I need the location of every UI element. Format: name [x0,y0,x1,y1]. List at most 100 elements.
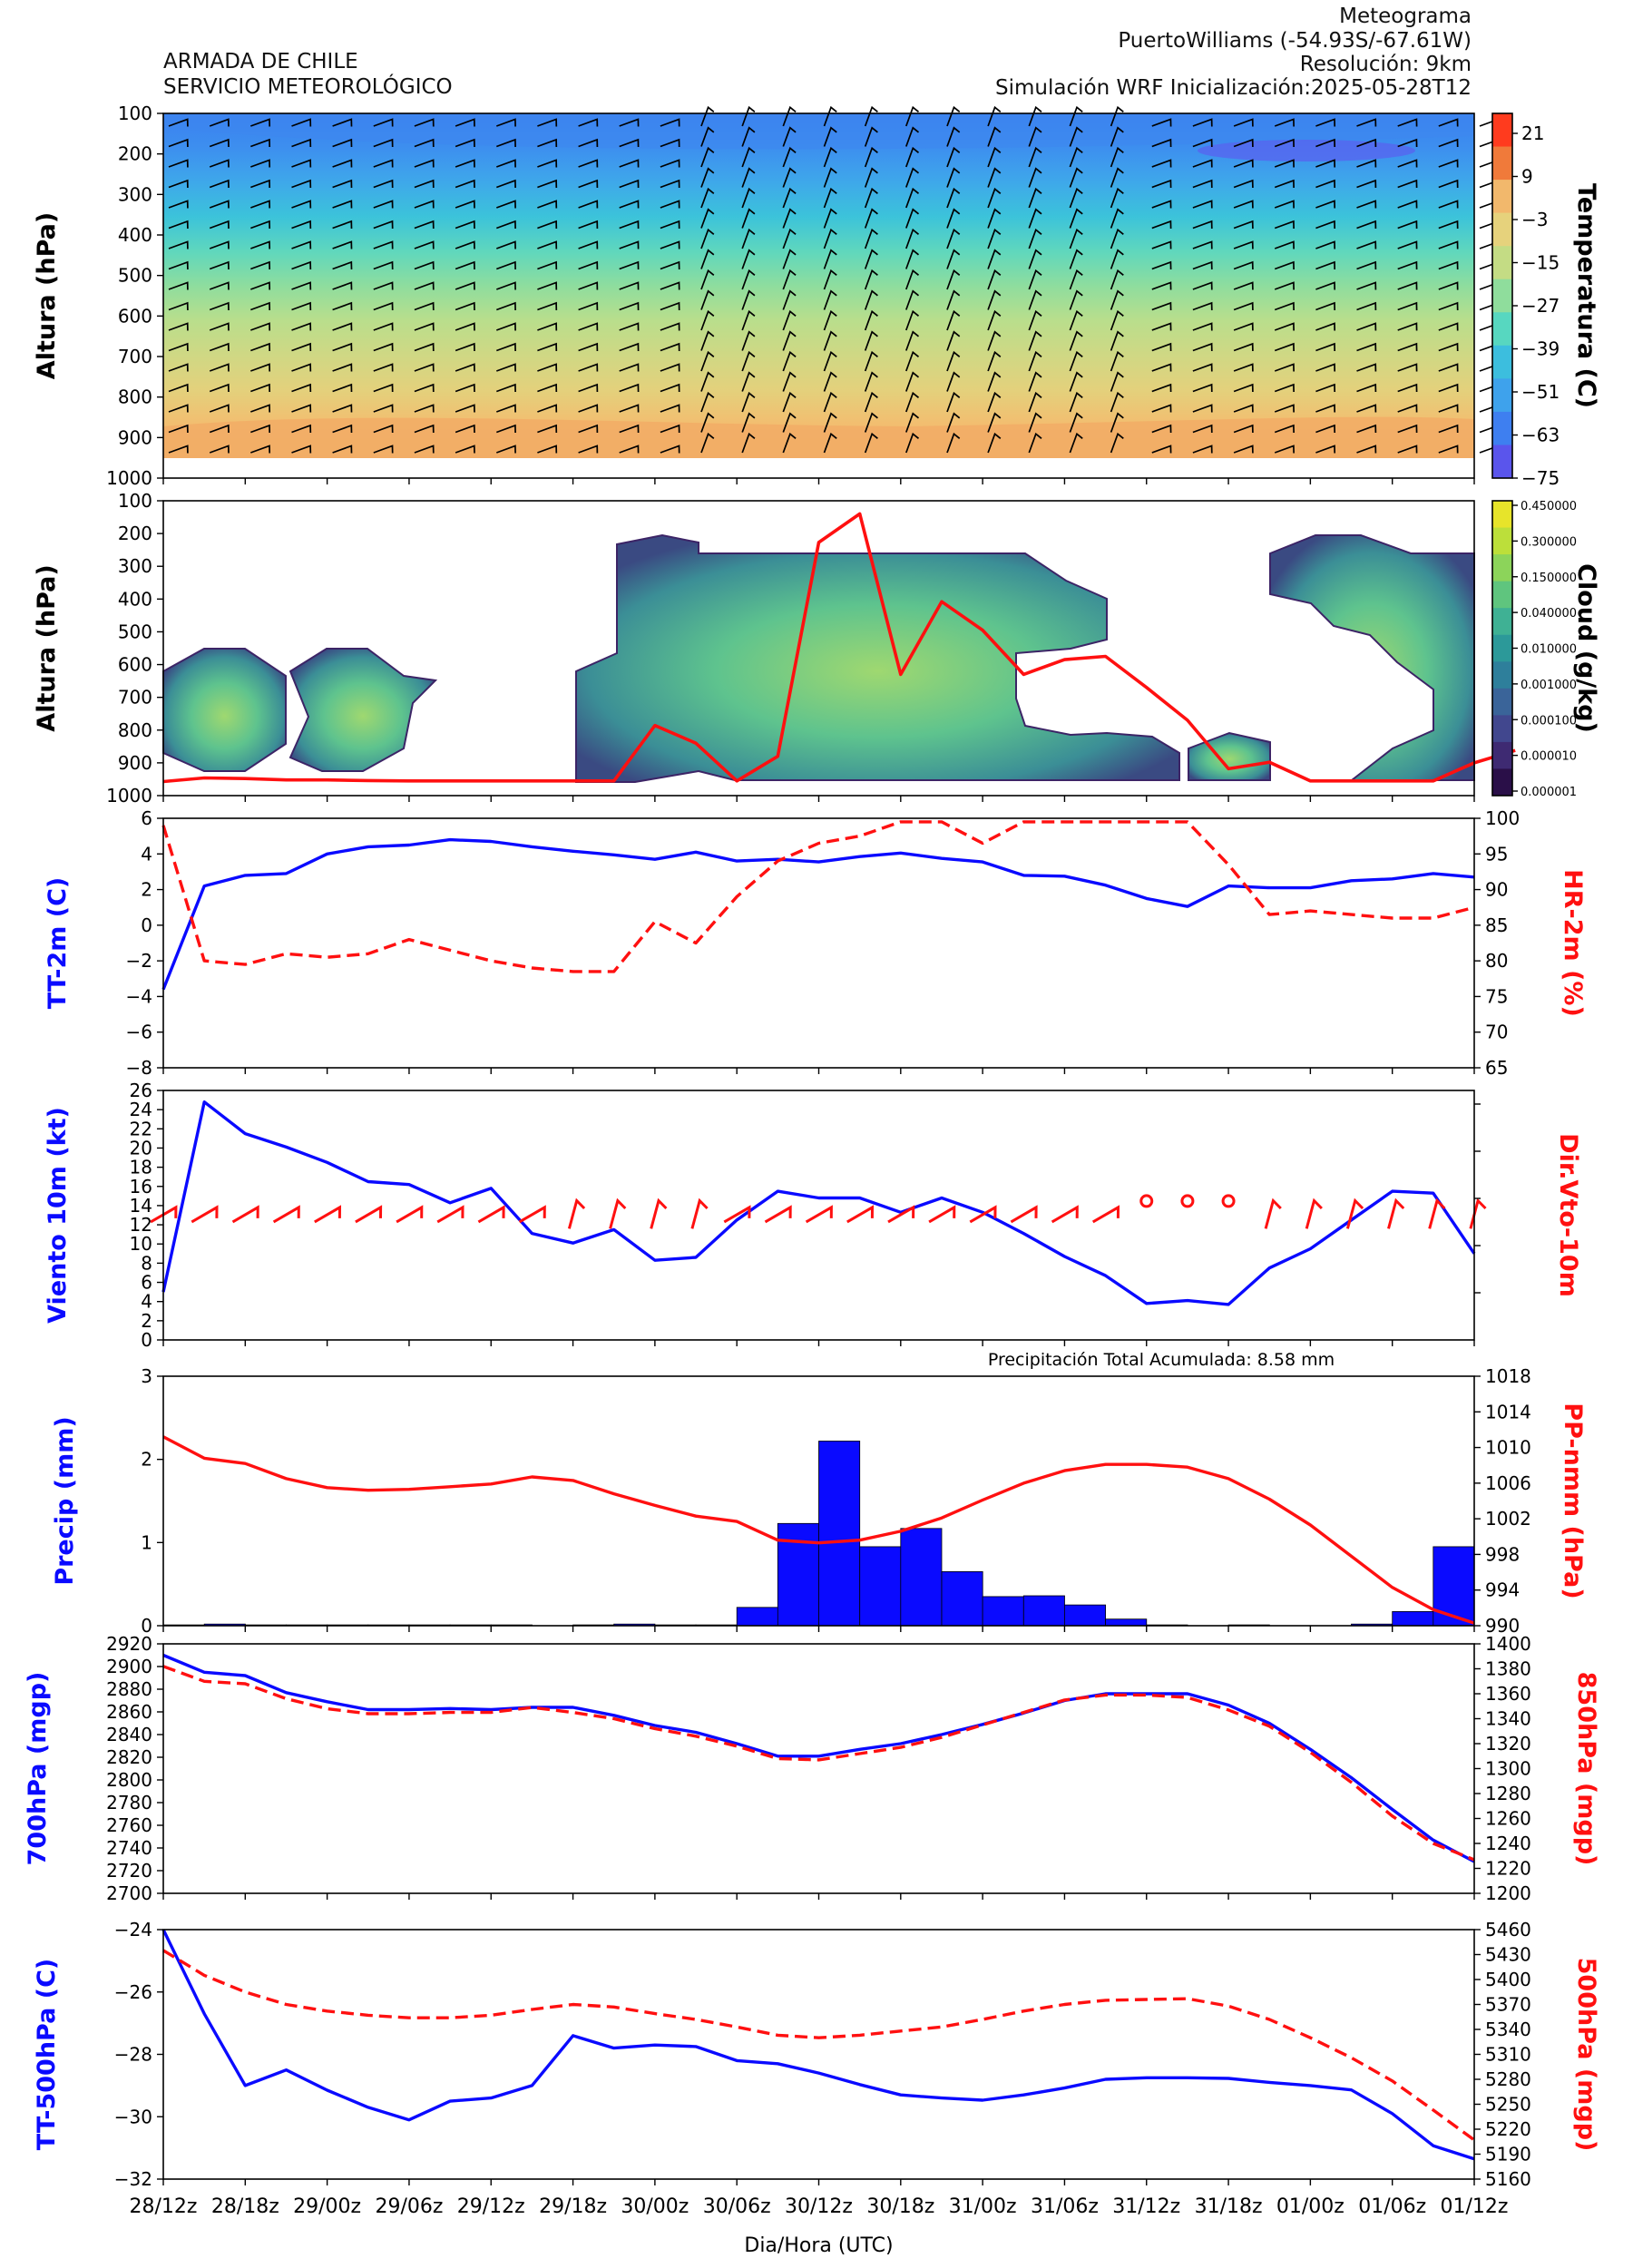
wind-barb [1356,260,1377,270]
wind-barb [660,138,680,148]
wind-barb [1069,432,1083,454]
wind-barb [332,342,353,352]
wind-barb [414,404,435,413]
calm-wind-marker [1221,1194,1236,1208]
wind-barb [946,208,961,229]
wind-barb [1356,342,1377,352]
wind-barb [619,118,640,127]
wind-barb [578,363,599,372]
wind-barb [619,220,640,230]
wind-barb [1233,138,1254,148]
geopotential-700-axis-tick-label: 2840 [106,1724,152,1745]
wind-barb [332,200,353,209]
wind-barb [823,432,837,454]
pressure-axis-1-tick-label: 100 [118,103,152,124]
wind-barb [537,301,558,311]
wind-barb [1110,126,1124,147]
wind-barb [209,342,230,352]
wind-barb [332,179,353,189]
wind-barb [1028,289,1042,310]
pressure-axis-2-tick-label: 100 [118,490,152,512]
wind-barb [1233,118,1254,127]
wind-barb [1438,281,1459,290]
wind-barb [619,322,640,331]
wind-barb [1192,404,1213,413]
wind-direction-barb [436,1205,464,1224]
calm-wind-marker [1139,1194,1154,1208]
wind-barb [168,200,189,209]
geopotential-500-line [162,1949,1476,2142]
tt500-axis-tick-label: −28 [114,2044,152,2066]
wind-barb [1397,281,1418,290]
wind-barb [578,445,599,454]
wind-barb [1069,391,1083,413]
wind-barb [1274,200,1295,209]
wind-barb [619,138,640,148]
wind-barb [1110,146,1124,168]
wind10m-axis-label: Viento 10m (kt) [44,1107,72,1324]
wind-barb [1397,383,1418,393]
wind-barb [987,126,1002,147]
wind-direction-barb [887,1205,915,1224]
wind-barb [209,220,230,230]
cloud-region [162,648,287,772]
wind-barb [373,445,394,454]
precip-axis-label: Precip (mm) [51,1416,79,1585]
wind-barb [1356,179,1377,189]
wind-barb [741,269,756,290]
wind-barb [782,249,797,269]
wind-barb [537,179,558,189]
geopotential-700-axis-tick-label: 2720 [106,1860,152,1882]
wind-barb [823,126,837,147]
cloud-colorbar-label: 0.001000 [1521,679,1577,692]
wind10m-axis-tick-label: 22 [130,1118,152,1139]
wind-barb [1110,350,1124,372]
pressure-msl-axis-label: PP-nmm (hPa) [1559,1403,1587,1598]
wind-barb [1151,281,1172,290]
temperature-colorbar-segment [1492,411,1512,445]
wind-barb [741,350,756,372]
wind-barb [823,167,837,188]
wind-barb [700,249,715,269]
wind-barb [1397,159,1418,168]
wind-barb [332,363,353,372]
wind-barb [1274,301,1295,311]
wind-barb [1397,342,1418,352]
wind-barb [414,281,435,290]
x-tick-label: 01/06z [1358,2195,1426,2218]
wind-barb [455,200,475,209]
geopotential-700-axis-tick-label: 2740 [106,1837,152,1859]
wind-barb [1274,404,1295,413]
wind-barb [496,260,516,270]
wind-barb [455,445,475,454]
wind-barb [1438,260,1459,270]
wind-barb [414,445,435,454]
precip-bar [1064,1604,1107,1627]
wind-barb [1069,330,1083,351]
wind-barb [782,309,797,331]
wind-barb [823,208,837,229]
wind-barb [619,179,640,189]
geopotential-700-axis-tick-label: 2880 [106,1678,152,1700]
wind-barb [700,289,715,310]
wind-barb [332,118,353,127]
pressure-axis-1-tick-label: 700 [118,346,152,367]
wind-barb [741,208,756,229]
wind-barb [332,260,353,270]
wind-barb [1274,240,1295,249]
geopotential-700-axis-tick-label: 2920 [106,1633,152,1655]
wind-barb [1028,432,1042,454]
wind-barb [905,412,920,433]
wind-barb [1069,167,1083,188]
wind-barb [578,260,599,270]
wind-barb [1028,167,1042,188]
wind-barb [1438,179,1459,189]
geopotential-700-line [162,1653,1475,1863]
wind-barb [619,260,640,270]
wind-barb [946,249,961,269]
wind-barb [741,105,756,127]
wind-barb [1315,159,1336,168]
wind10m-axis-tick-label: 18 [130,1157,152,1178]
wind-barb [946,309,961,331]
wind-barb [537,240,558,249]
